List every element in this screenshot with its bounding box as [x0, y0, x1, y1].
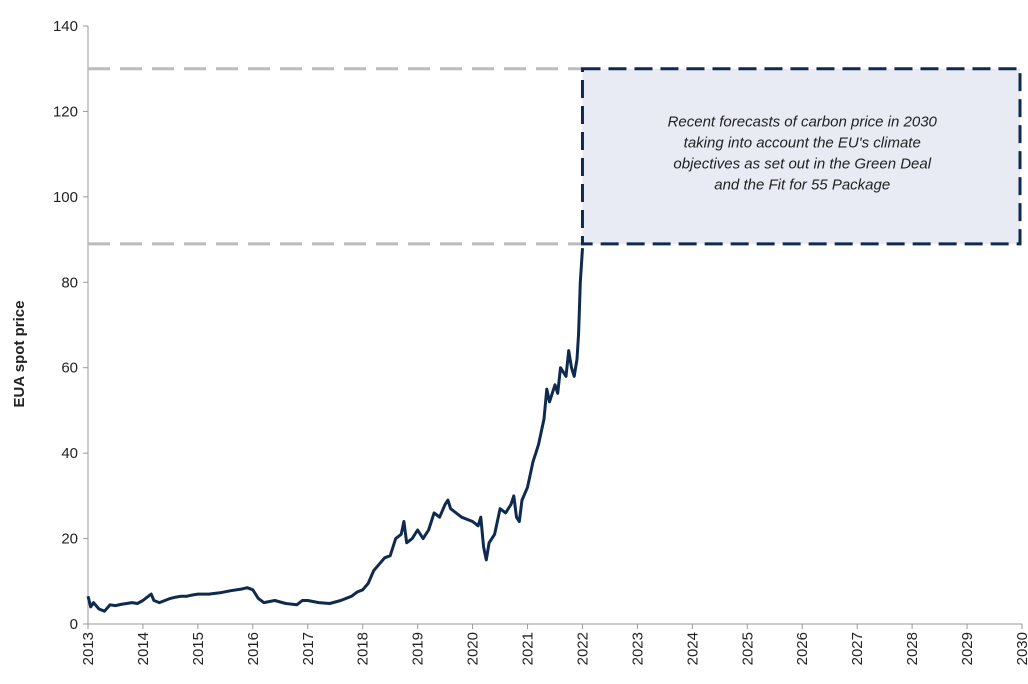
x-tick-label: 2019	[410, 632, 427, 665]
x-tick-label: 2022	[574, 632, 591, 665]
y-axis-label: EUA spot price	[11, 301, 28, 408]
x-tick-label: 2016	[245, 632, 262, 665]
x-tick-label: 2026	[794, 632, 811, 665]
annotation: and the Fit for 55 Package	[714, 177, 890, 194]
price-line	[86, 248, 584, 613]
y-tick-label: 0	[70, 616, 78, 633]
y-tick-label: 100	[53, 189, 78, 206]
x-tick-label: 2029	[959, 632, 976, 665]
annotation: Recent forecasts of carbon price in 2030	[668, 114, 938, 131]
x-tick-label: 2014	[135, 632, 152, 665]
x-tick-label: 2017	[300, 632, 317, 665]
x-tick-label: 2027	[849, 632, 866, 665]
x-tick-label: 2020	[465, 632, 482, 665]
x-tick-label: 2028	[904, 632, 921, 665]
forecast-box	[580, 67, 1022, 246]
annotation: taking into account the EU's climate	[684, 135, 921, 152]
y-tick-label: 40	[61, 445, 78, 462]
x-tick-label: 2015	[190, 632, 207, 665]
y-tick-label: 60	[61, 360, 78, 377]
y-tick-label: 140	[53, 18, 78, 35]
x-tick-label: 2030	[1014, 632, 1028, 665]
x-tick-label: 2021	[520, 632, 537, 665]
annotation: objectives as set out in the Green Deal	[673, 156, 931, 173]
x-tick-label: 2013	[80, 632, 97, 665]
x-tick-label: 2018	[355, 632, 372, 665]
y-tick-label: 120	[53, 103, 78, 120]
y-tick-label: 80	[61, 274, 78, 291]
x-tick-label: 2024	[684, 632, 701, 665]
x-tick-label: 2025	[739, 632, 756, 665]
x-tick-label: 2023	[629, 632, 646, 665]
y-tick-label: 20	[61, 531, 78, 548]
